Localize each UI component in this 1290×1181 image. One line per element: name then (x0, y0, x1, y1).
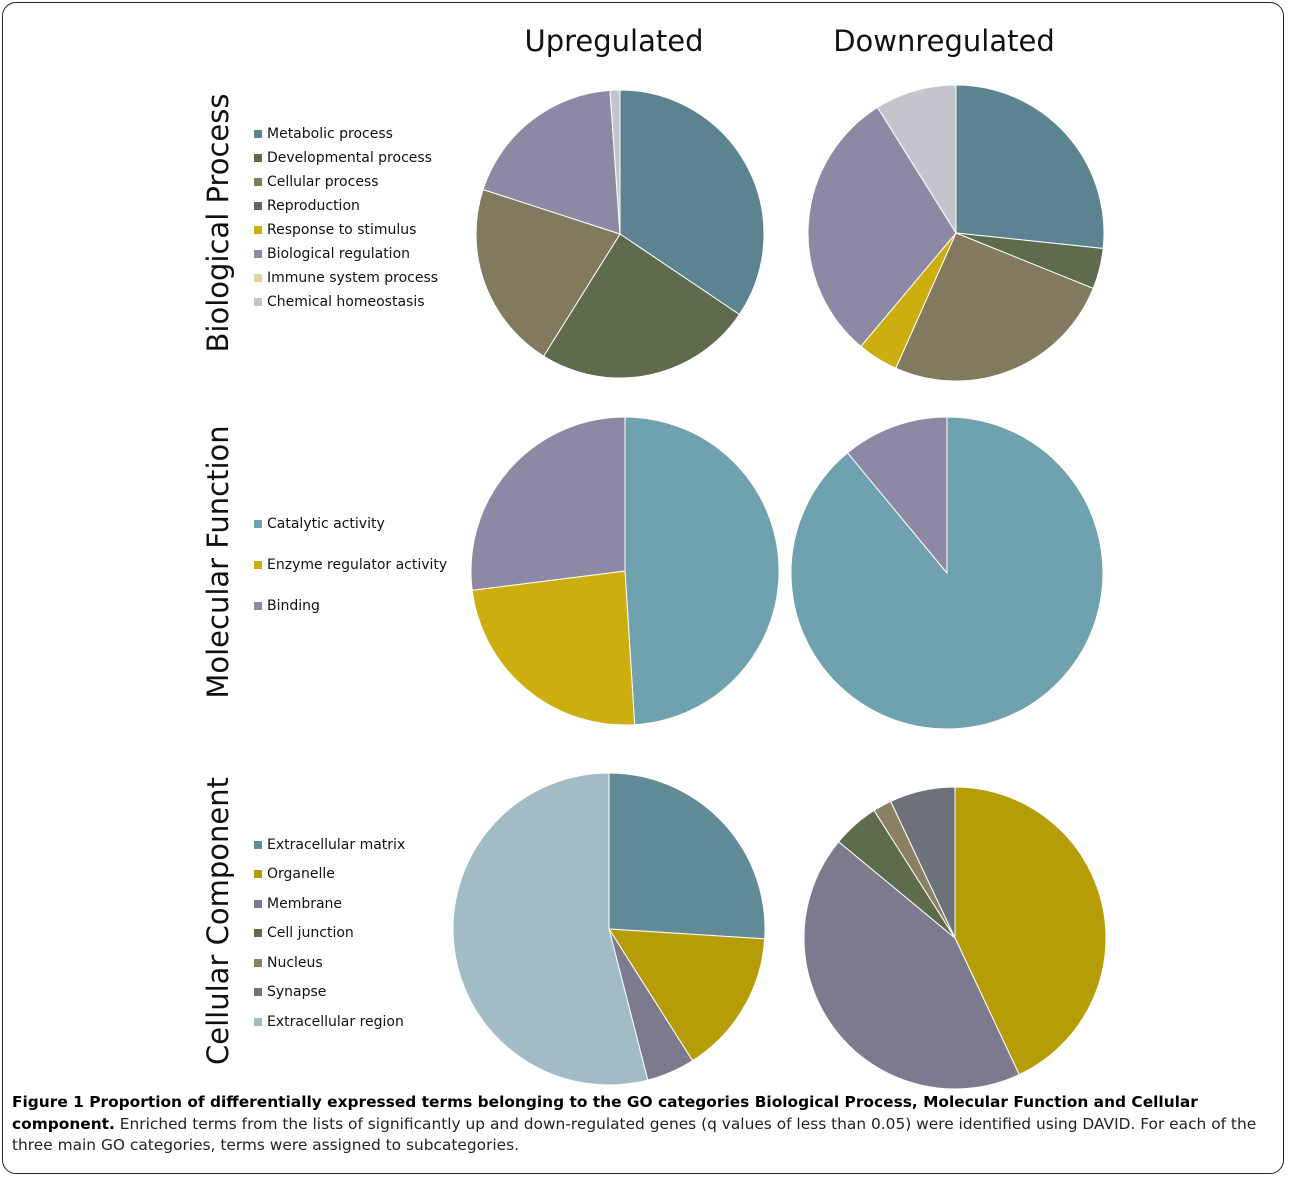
legend-swatch (254, 274, 262, 282)
legend-label: Metabolic process (267, 126, 393, 142)
legend-swatch (254, 519, 262, 528)
legend-swatch (254, 202, 262, 210)
legend-item-nucleus: Nucleus (254, 948, 405, 978)
legend-label: Immune system process (267, 270, 439, 286)
legend-label: Catalytic activity (267, 515, 385, 532)
legend-item-extracellular-region: Extracellular region (254, 1007, 405, 1037)
legend-label: Biological regulation (267, 246, 411, 262)
legend-swatch (254, 958, 262, 967)
legend-label: Reproduction (267, 198, 360, 214)
legend-item-response-to-stimulus: Response to stimulus (254, 218, 438, 242)
legend-swatch (254, 298, 262, 306)
legend-swatch (254, 1017, 262, 1026)
legend-label: Binding (267, 597, 320, 614)
pie-slice-upregulated-extracellular-matrix (608, 772, 766, 940)
legend-item-cellular-process: Cellular process (254, 170, 438, 194)
legend-swatch (254, 130, 262, 138)
legend-item-developmental-process: Developmental process (254, 146, 438, 170)
legend-item-extracellular-matrix: Extracellular matrix (254, 830, 405, 860)
legend-label: Enzyme regulator activity (267, 556, 448, 573)
legend-item-catalytic-activity: Catalytic activity (254, 503, 447, 544)
legend-label: Cell junction (267, 925, 354, 942)
pie-slice-downregulated-organelle (954, 786, 1107, 1076)
legend-swatch (254, 560, 262, 569)
legend-label: Extracellular region (267, 1013, 404, 1030)
caption-title: Figure 1 Proportion of differentially ex… (12, 1093, 1198, 1133)
legend-biological-process: Metabolic process Developmental process Ce… (254, 122, 438, 314)
legend-swatch (254, 226, 262, 234)
legend-swatch (254, 601, 262, 610)
legend-item-organelle: Organelle (254, 860, 405, 890)
figure-caption: Figure 1 Proportion of differentially ex… (12, 1092, 1274, 1157)
pie-slice-upregulated-enzyme-regulator-activity (471, 570, 636, 726)
legend-swatch (254, 929, 262, 938)
legend-cellular-component: Extracellular matrix Organelle Membrane Cel… (254, 830, 405, 1037)
pie-slice-downregulated-metabolic-process (955, 84, 1105, 250)
pie-slice-upregulated-chemical-homeostasis (609, 89, 621, 235)
legend-swatch (254, 154, 262, 162)
legend-item-chemical-homeostasis: Chemical homeostasis (254, 290, 438, 314)
legend-label: Extracellular matrix (267, 836, 406, 853)
pie-slice-downregulated-binding (846, 416, 948, 575)
legend-label: Response to stimulus (267, 222, 417, 238)
pie-slice-downregulated-membrane (803, 841, 1020, 1090)
legend-item-membrane: Membrane (254, 889, 405, 919)
legend-label: Membrane (267, 895, 343, 912)
legend-item-enzyme-regulator-activity: Enzyme regulator activity (254, 544, 447, 585)
legend-item-metabolic-process: Metabolic process (254, 122, 438, 146)
legend-swatch (254, 899, 262, 908)
legend-swatch (254, 250, 262, 258)
legend-label: Synapse (267, 984, 327, 1001)
legend-swatch (254, 840, 262, 849)
column-header-downregulated: Downregulated (833, 24, 1055, 58)
legend-label: Organelle (267, 866, 335, 883)
legend-swatch (254, 870, 262, 879)
pie-slice-upregulated-biological-regulation (482, 89, 621, 235)
legend-item-reproduction: Reproduction (254, 194, 438, 218)
legend-label: Chemical homeostasis (267, 294, 425, 310)
legend-molecular-function: Catalytic activity Enzyme regulator activ… (254, 503, 447, 626)
pie-slice-upregulated-catalytic-activity (624, 416, 780, 726)
pie-slice-upregulated-metabolic-process (619, 89, 765, 316)
caption-text: Enriched terms from the lists of signifi… (12, 1114, 1257, 1155)
pie-slice-upregulated-extracellular-region (452, 772, 649, 1086)
legend-item-biological-regulation: Biological regulation (254, 242, 438, 266)
legend-label: Nucleus (267, 954, 323, 971)
pie-slice-upregulated-cellular-process (475, 188, 621, 357)
pie-slice-downregulated-cellular-process (895, 232, 1094, 382)
pie-slice-upregulated-developmental-process (543, 233, 741, 379)
pie-slice-downregulated-biological-regulation (807, 106, 957, 348)
legend-item-synapse: Synapse (254, 978, 405, 1008)
legend-item-cell-junction: Cell junction (254, 919, 405, 949)
pie-slice-downregulated-chemical-homeostasis (876, 84, 957, 235)
column-header-upregulated: Upregulated (524, 24, 704, 58)
legend-item-immune-system-process: Immune system process (254, 266, 438, 290)
pie-slice-upregulated-binding (470, 416, 626, 591)
legend-swatch (254, 988, 262, 997)
pie-slice-upregulated-organelle (608, 928, 766, 1062)
legend-swatch (254, 178, 262, 186)
legend-label: Developmental process (267, 150, 432, 166)
legend-label: Cellular process (267, 174, 379, 190)
pie-slice-downregulated-synapse (890, 786, 956, 939)
legend-item-binding: Binding (254, 585, 447, 626)
